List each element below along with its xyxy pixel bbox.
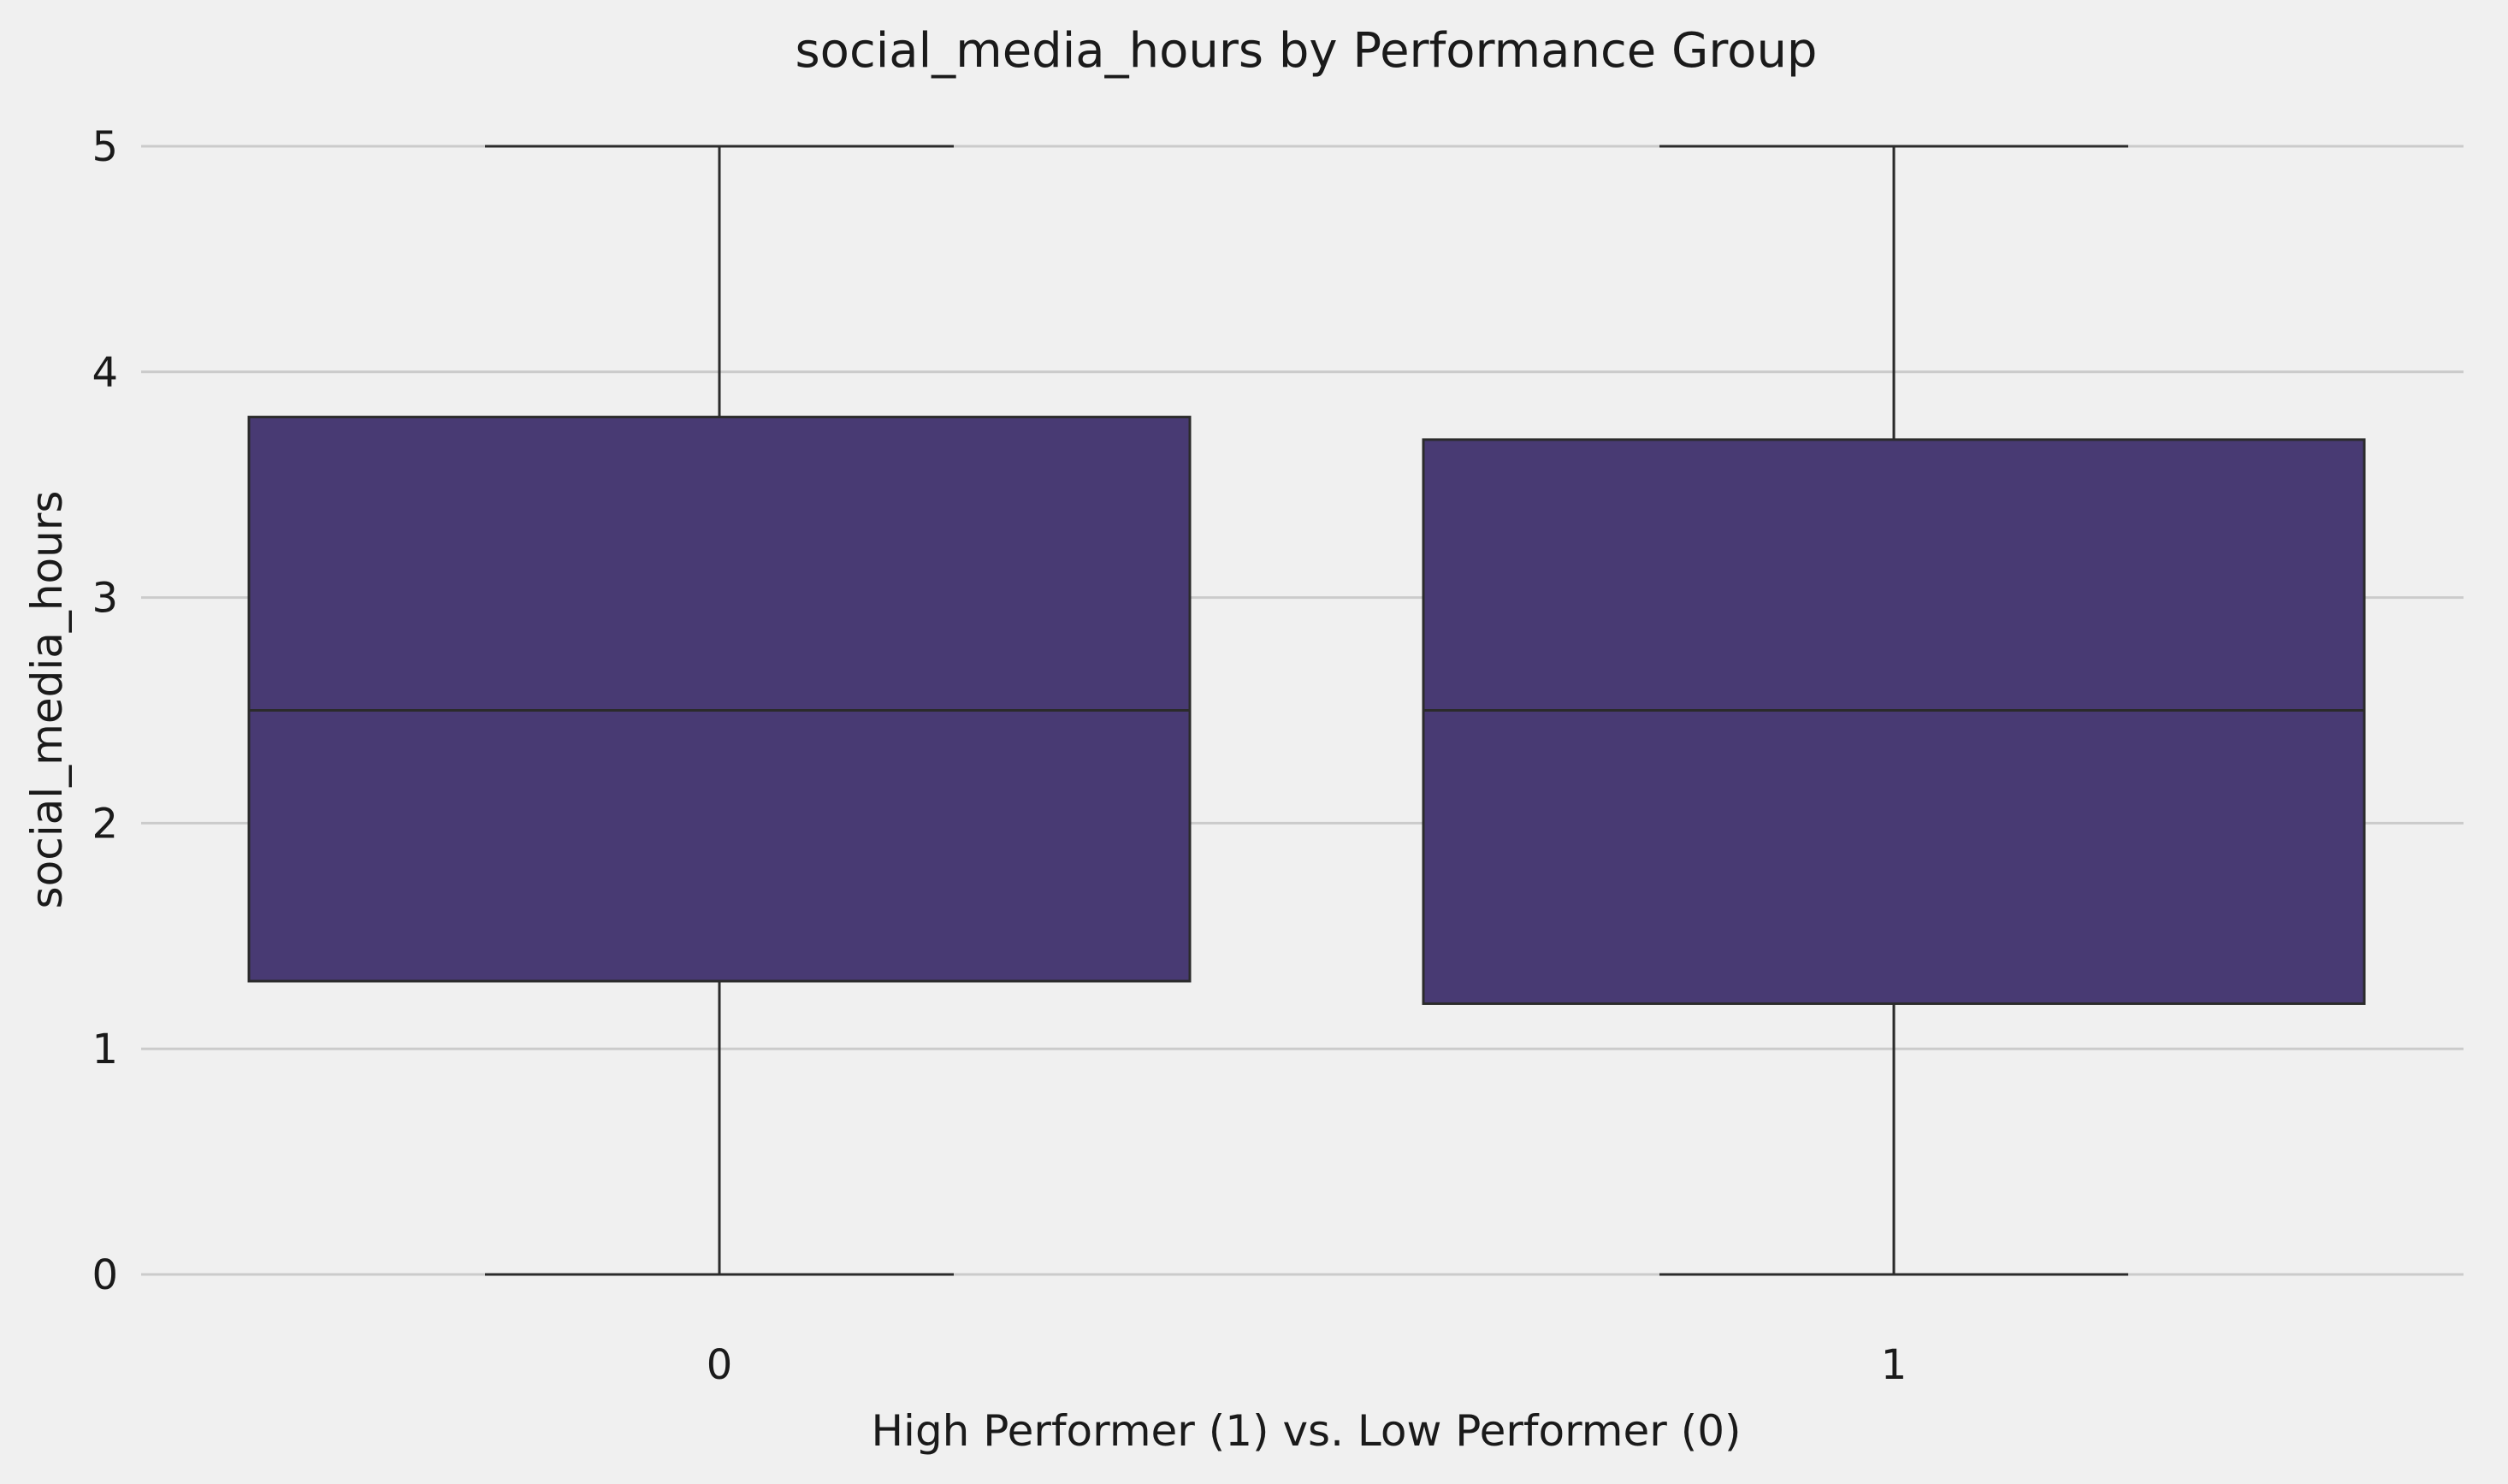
y-tick-label-5: 5	[92, 123, 118, 171]
box-group-0	[247, 145, 1192, 1276]
x-tick-label-0: 0	[707, 1341, 733, 1389]
y-tick-label-2: 2	[92, 800, 118, 848]
y-axis-label: social_media_hours	[22, 491, 72, 909]
y-tick-label-3: 3	[92, 575, 118, 623]
box-group-1	[1422, 145, 2366, 1276]
chart-title: social_media_hours by Performance Group	[796, 23, 1818, 79]
y-tick-label-4: 4	[92, 349, 118, 397]
iqr-box-0	[247, 416, 1192, 983]
x-tick-label-1: 1	[1881, 1341, 1908, 1389]
y-axis-ticks: 0 1 2 3 4 5	[92, 123, 118, 1299]
y-tick-label-1: 1	[92, 1026, 118, 1073]
y-tick-label-0: 0	[92, 1251, 118, 1299]
iqr-box-1	[1422, 438, 2366, 1005]
x-axis-label: High Performer (1) vs. Low Performer (0)	[871, 1406, 1741, 1456]
box-series	[247, 145, 2366, 1276]
